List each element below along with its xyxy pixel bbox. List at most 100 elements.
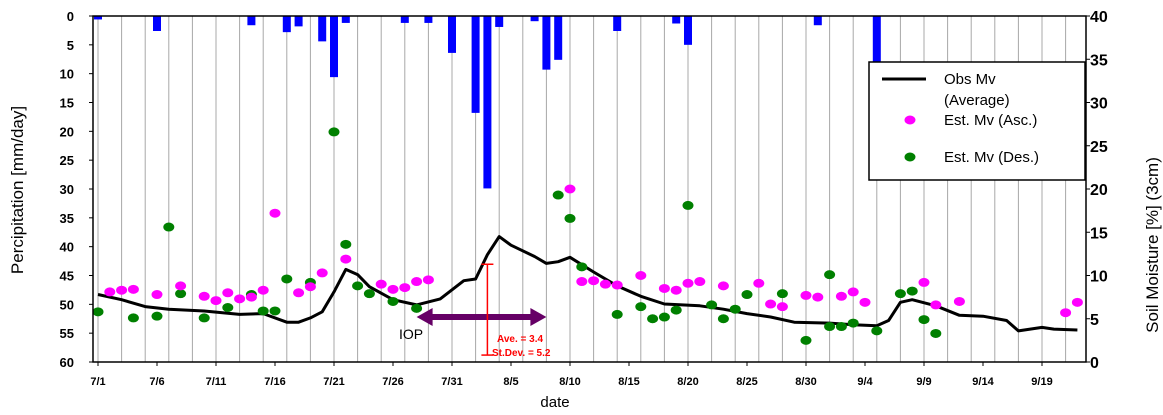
y-left-tick-label: 0 xyxy=(67,9,74,24)
est-mv-des-point xyxy=(918,315,930,325)
est-mv-asc-point xyxy=(210,296,222,306)
est-mv-asc-point xyxy=(257,285,269,295)
iop-arrow-left-head xyxy=(416,308,433,327)
x-tick-label: 7/31 xyxy=(441,376,462,388)
est-mv-asc-point xyxy=(812,292,824,302)
est-mv-asc-point xyxy=(670,285,682,295)
legend-obs-label-1: Obs Mv xyxy=(944,71,996,88)
x-tick-label: 9/9 xyxy=(916,376,931,388)
est-mv-des-point xyxy=(257,306,269,316)
est-mv-asc-point xyxy=(293,288,305,298)
y-right-tick-label: 0 xyxy=(1090,355,1099,372)
est-mv-des-point xyxy=(269,306,281,316)
ave-label: Ave. = 3.4 xyxy=(497,334,543,345)
est-mv-des-point xyxy=(824,270,836,280)
legend-asc-label: Est. Mv (Asc.) xyxy=(944,112,1037,129)
precip-bar xyxy=(282,16,291,33)
est-mv-asc-point xyxy=(753,278,765,288)
est-mv-des-point xyxy=(776,289,788,299)
legend-obs-label-2: (Average) xyxy=(944,92,1010,109)
est-mv-asc-point xyxy=(682,278,694,288)
est-mv-des-point xyxy=(564,213,576,223)
y-right-tick-label: 5 xyxy=(1090,312,1099,329)
est-mv-des-point xyxy=(611,309,623,319)
est-mv-des-point xyxy=(800,335,812,345)
est-mv-asc-point xyxy=(776,302,788,312)
est-mv-des-point xyxy=(151,311,163,321)
est-mv-des-series xyxy=(92,127,942,345)
right-axis-label: Soil Moisture [%] (3cm) xyxy=(1143,157,1162,333)
est-mv-asc-series xyxy=(104,184,1083,318)
est-mv-des-point xyxy=(328,127,340,137)
est-mv-asc-point xyxy=(399,283,411,293)
y-right-tick-label: 10 xyxy=(1090,269,1108,286)
est-mv-asc-point xyxy=(847,287,859,297)
y-left-tick-label: 5 xyxy=(67,38,74,53)
est-mv-asc-point xyxy=(245,292,257,302)
y-left-tick-label: 40 xyxy=(60,240,74,255)
legend-box xyxy=(868,61,1086,181)
y-left-tick-label: 50 xyxy=(60,297,74,312)
precip-bar xyxy=(94,16,102,20)
est-mv-des-point xyxy=(658,312,670,322)
est-mv-des-point xyxy=(175,289,187,299)
x-tick-label: 8/15 xyxy=(618,376,639,388)
est-mv-asc-point xyxy=(599,279,611,289)
obs-mv-line xyxy=(97,235,1078,333)
precip-bar xyxy=(153,16,161,31)
est-mv-des-point xyxy=(906,286,918,296)
x-axis-label: date xyxy=(540,394,569,410)
x-tick-label: 9/4 xyxy=(857,376,873,388)
y-left-tick-label: 55 xyxy=(60,326,74,341)
est-mv-asc-point xyxy=(717,281,729,291)
y-left-tick-label: 10 xyxy=(60,67,74,82)
est-mv-des-point xyxy=(930,328,942,338)
est-mv-asc-point xyxy=(304,282,316,292)
x-tick-label: 8/30 xyxy=(795,376,816,388)
x-tick-label: 9/19 xyxy=(1031,376,1052,388)
est-mv-asc-point xyxy=(422,275,434,285)
est-mv-asc-point xyxy=(611,280,623,290)
est-mv-des-point xyxy=(682,200,694,210)
est-mv-des-point xyxy=(387,296,399,306)
y-left-tick-label: 30 xyxy=(60,182,74,197)
precip-bar xyxy=(483,16,492,189)
est-mv-des-point xyxy=(352,281,364,291)
x-tick-label: 8/25 xyxy=(736,376,757,388)
gridlines xyxy=(97,16,1067,362)
y-right-tick-label: 30 xyxy=(1090,96,1108,113)
est-mv-des-point xyxy=(222,303,234,313)
left-axis-label: Percipitation [mm/day] xyxy=(8,106,27,274)
est-mv-asc-point xyxy=(953,296,965,306)
est-mv-des-point xyxy=(871,326,883,336)
est-mv-asc-point xyxy=(375,279,387,289)
est-mv-asc-point xyxy=(175,281,187,291)
est-mv-asc-point xyxy=(918,277,930,287)
y-left-tick-label: 60 xyxy=(60,355,74,370)
est-mv-des-point xyxy=(670,305,682,315)
x-tick-label: 8/10 xyxy=(559,376,580,388)
est-mv-des-point xyxy=(635,302,647,312)
x-tick-label: 9/14 xyxy=(972,376,994,388)
x-tick-label: 7/1 xyxy=(90,376,105,388)
est-mv-des-point xyxy=(717,314,729,324)
est-mv-des-point xyxy=(163,222,175,232)
precip-bar xyxy=(530,16,539,22)
annotations: IOP Ave. = 3.4 St.Dev. = 5.2 xyxy=(399,263,551,359)
precip-bar xyxy=(247,16,256,26)
est-mv-des-point xyxy=(92,307,104,317)
est-mv-des-point xyxy=(835,322,847,332)
est-mv-des-point xyxy=(847,318,859,328)
est-mv-des-point xyxy=(576,262,588,272)
est-mv-des-point xyxy=(647,314,659,324)
est-mv-asc-point xyxy=(316,268,328,278)
est-mv-asc-point xyxy=(835,291,847,301)
est-mv-asc-point xyxy=(930,300,942,310)
x-tick-label: 7/26 xyxy=(382,376,403,388)
est-mv-asc-point xyxy=(635,271,647,280)
precip-bar xyxy=(684,16,692,45)
legend: Obs Mv (Average) Est. Mv (Asc.) Est. Mv … xyxy=(868,61,1086,181)
precipitation-bars xyxy=(94,16,881,189)
x-tick-label: 8/20 xyxy=(677,376,698,388)
